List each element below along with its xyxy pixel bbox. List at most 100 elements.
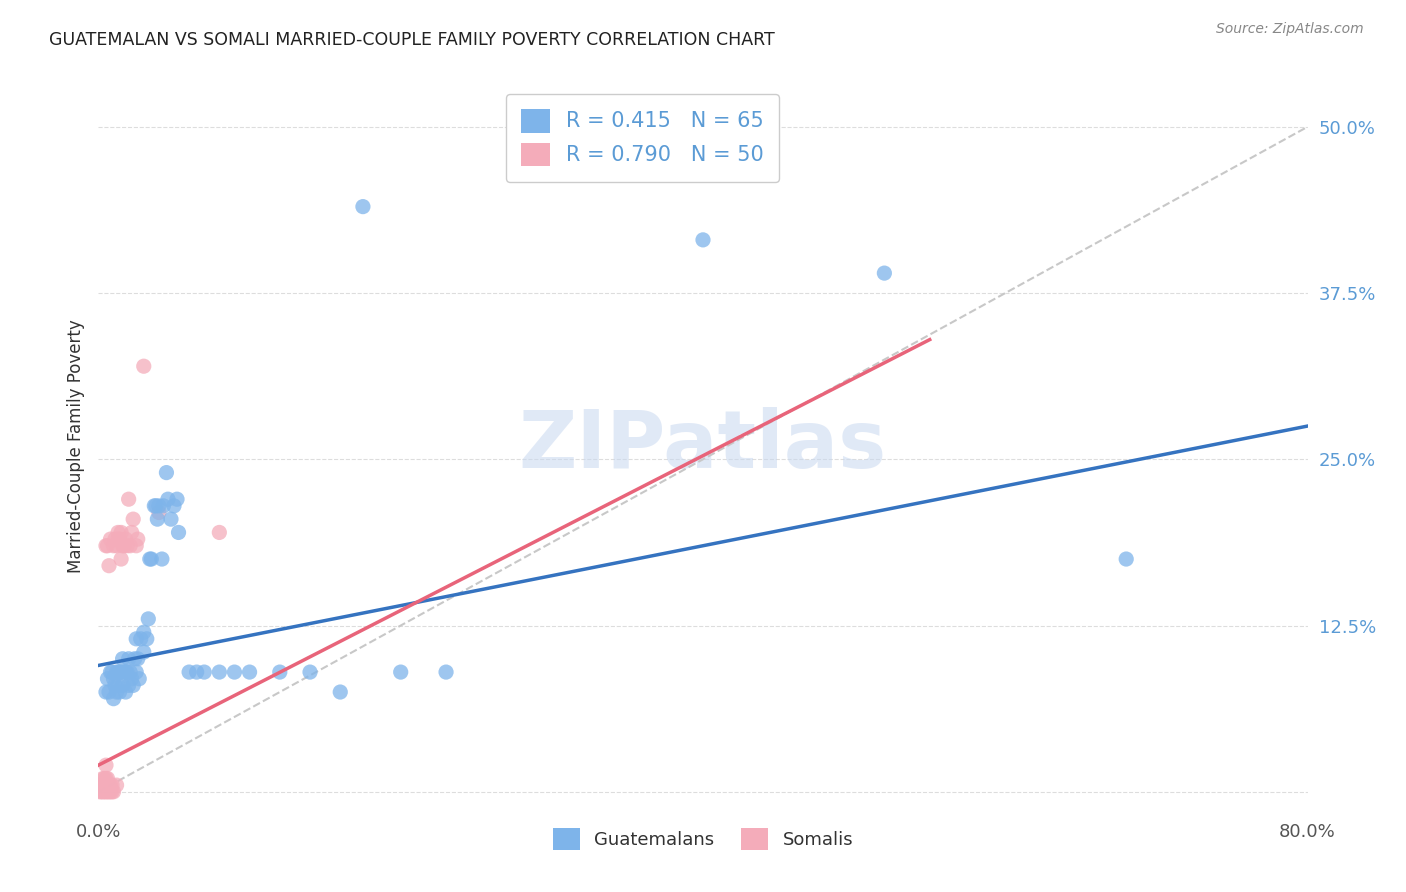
Point [112, 665, 135, 679]
Y-axis label: Married-Couple Family Poverty: Married-Couple Family Poverty [66, 319, 84, 573]
Point [101, 665, 124, 679]
Point [145, 499, 167, 513]
Point [150, 552, 173, 566]
Point [179, 665, 201, 679]
Point [104, 678, 127, 692]
Point [105, 665, 128, 679]
Point [166, 492, 188, 507]
Point [94, 772, 117, 786]
Point [110, 665, 132, 679]
Text: GUATEMALAN VS SOMALI MARRIED-COUPLE FAMILY POVERTY CORRELATION CHART: GUATEMALAN VS SOMALI MARRIED-COUPLE FAMI… [49, 31, 775, 49]
Point [94, 539, 117, 553]
Point [152, 499, 174, 513]
Point [389, 665, 412, 679]
Point [90, 785, 112, 799]
Point [239, 665, 262, 679]
Point [108, 532, 131, 546]
Point [136, 612, 159, 626]
Point [101, 785, 124, 799]
Point [132, 645, 155, 659]
Point [146, 512, 169, 526]
Point [118, 652, 141, 666]
Point [111, 652, 134, 666]
Point [135, 632, 157, 646]
Point [156, 492, 179, 507]
Point [132, 359, 155, 374]
Point [148, 499, 170, 513]
Point [89, 778, 111, 792]
Point [125, 539, 148, 553]
Point [107, 525, 129, 540]
Point [94, 785, 117, 799]
Point [93, 778, 115, 792]
Point [115, 539, 138, 553]
Point [108, 665, 131, 679]
Point [160, 512, 183, 526]
Point [118, 492, 141, 507]
Point [93, 772, 115, 786]
Point [873, 266, 896, 280]
Point [96, 539, 118, 553]
Point [120, 539, 142, 553]
Point [111, 539, 134, 553]
Point [148, 506, 170, 520]
Point [127, 652, 149, 666]
Point [91, 772, 114, 786]
Point [114, 532, 136, 546]
Point [96, 785, 118, 799]
Point [105, 778, 128, 792]
Point [122, 678, 145, 692]
Point [110, 552, 132, 566]
Point [103, 672, 125, 686]
Point [96, 672, 118, 686]
Point [122, 512, 145, 526]
Point [434, 665, 457, 679]
Point [186, 665, 208, 679]
Point [127, 532, 149, 546]
Point [105, 539, 128, 553]
Point [352, 200, 374, 214]
Point [124, 652, 146, 666]
Point [132, 625, 155, 640]
Point [1115, 552, 1137, 566]
Point [96, 772, 118, 786]
Point [107, 678, 129, 692]
Point [98, 778, 121, 792]
Point [120, 665, 142, 679]
Point [103, 539, 125, 553]
Point [128, 672, 150, 686]
Point [208, 525, 231, 540]
Legend: Guatemalans, Somalis: Guatemalans, Somalis [546, 821, 860, 857]
Point [114, 665, 136, 679]
Point [143, 499, 166, 513]
Point [129, 632, 152, 646]
Point [114, 685, 136, 699]
Point [107, 532, 129, 546]
Point [108, 685, 131, 699]
Point [100, 532, 122, 546]
Point [125, 632, 148, 646]
Point [163, 499, 186, 513]
Point [104, 532, 127, 546]
Point [110, 525, 132, 540]
Point [93, 785, 115, 799]
Point [98, 685, 121, 699]
Point [96, 778, 118, 792]
Point [139, 552, 162, 566]
Point [91, 785, 114, 799]
Point [208, 665, 231, 679]
Point [94, 685, 117, 699]
Point [89, 785, 111, 799]
Point [103, 691, 125, 706]
Point [692, 233, 714, 247]
Point [98, 785, 121, 799]
Point [94, 778, 117, 792]
Point [167, 525, 190, 540]
Point [193, 665, 215, 679]
Text: ZIPatlas: ZIPatlas [519, 407, 887, 485]
Point [100, 785, 122, 799]
Point [94, 758, 117, 772]
Point [90, 778, 112, 792]
Point [101, 778, 124, 792]
Point [105, 685, 128, 699]
